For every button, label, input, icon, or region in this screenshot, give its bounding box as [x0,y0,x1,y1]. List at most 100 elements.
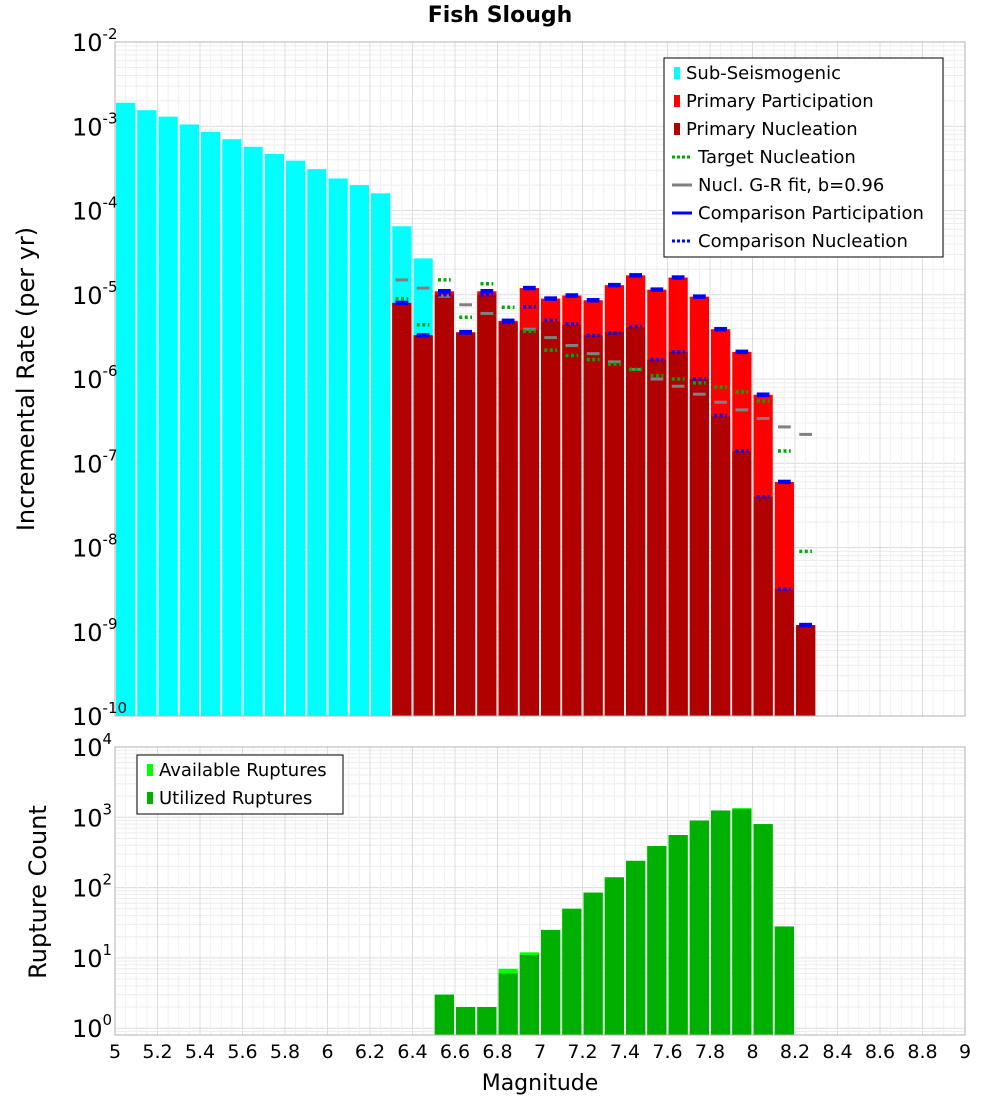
bar-sub-seismogenic [307,169,327,716]
bar-primary-nucleation [456,333,476,716]
bar-sub-seismogenic [179,124,199,717]
bottom-y-tick-exp: 3 [103,800,113,818]
x-tick-label: 7.4 [610,1041,640,1063]
legend-label-comparison-participation: Comparison Participation [698,203,924,224]
bar-utilized-ruptures [562,908,582,1035]
bar-utilized-ruptures [583,892,603,1035]
bar-sub-seismogenic [116,102,136,716]
top-y-tick-exp: -6 [103,362,118,380]
legend-label-primary-nucleation: Primary Nucleation [686,119,858,140]
legend-swatch-primary-participation [674,95,680,107]
bar-utilized-ruptures [647,846,667,1035]
legend-swatch-primary-nucleation [674,123,680,135]
top-y-tick-exp: -2 [103,25,118,43]
bar-sub-seismogenic [349,185,369,716]
bar-utilized-ruptures [434,994,454,1035]
bar-sub-seismogenic [243,146,263,716]
top-bars [116,102,816,717]
bar-primary-nucleation [732,450,752,716]
legend-label-primary-participation: Primary Participation [686,91,874,112]
x-tick-label: 5.4 [185,1041,215,1063]
x-tick-label: 8.4 [822,1041,852,1063]
x-tick-label: 6 [321,1041,333,1063]
bar-sub-seismogenic [222,139,242,717]
bottom-legend-box [136,754,344,815]
top-lines [395,273,812,628]
bottom-legend: Available Ruptures Utilized Ruptures [136,754,344,815]
x-axis-label: Magnitude [482,1071,599,1096]
bar-primary-nucleation [796,625,816,716]
bar-primary-nucleation [498,322,518,716]
bottom-y-tick-label: 104 [72,730,112,762]
bar-primary-nucleation [541,321,561,716]
top-y-tick-exp: -4 [103,194,118,212]
bar-primary-nucleation [392,302,412,716]
bar-utilized-ruptures [668,834,688,1035]
x-ticks: 5 5.2 5.4 5.6 5.8 6 6.2 6.4 6.6 6.8 7 7.2 7.4 7.6 7.8 8… [109,1041,971,1063]
x-tick-label: 6.8 [482,1041,512,1063]
x-tick-label: 8.8 [907,1041,937,1063]
legend-swatch-available-ruptures [147,764,153,776]
legend-label-sub-seismogenic: Sub-Seismogenic [686,63,841,84]
bottom-y-tick-exp: 0 [103,1011,113,1029]
bar-utilized-ruptures [732,809,752,1035]
top-y-tick-exp: -7 [103,446,118,464]
bar-sub-seismogenic [371,193,391,717]
top-y-tick-label: 10-2 [72,25,118,57]
top-y-axis-label: Incremental Rate (per yr) [12,227,40,531]
x-tick-label: 8 [746,1041,758,1063]
top-y-tick-label: 10-3 [72,109,118,141]
bottom-y-tick-base: 10 [72,734,103,762]
bar-sub-seismogenic [264,153,284,717]
bar-utilized-ruptures [477,1007,497,1035]
top-y-tick-base: 10 [72,366,103,394]
top-y-tick-base: 10 [72,113,103,141]
legend-swatch-sub-seismogenic [674,67,680,79]
top-y-tick-label: 10-7 [72,446,118,478]
top-legend: Sub-Seismogenic Primary Participation Prim… [663,57,944,258]
x-tick-label: 5 [109,1041,121,1063]
bar-utilized-ruptures [456,1007,476,1035]
top-y-tick-label: 10-4 [72,194,118,226]
top-y-tick-label: 10-9 [72,615,118,647]
bottom-plot-frame [114,746,966,1036]
top-y-tick-base: 10 [72,29,103,57]
bar-primary-nucleation [519,330,539,716]
legend-label-available-ruptures: Available Ruptures [159,760,327,781]
top-y-tick-label: 10-5 [72,278,118,310]
top-y-tick-base: 10 [72,282,103,310]
bottom-y-tick-label: 101 [72,941,112,973]
top-plot-frame [114,41,966,717]
bar-utilized-ruptures [774,926,794,1035]
bar-primary-nucleation [753,496,773,716]
x-tick-label: 5.8 [270,1041,300,1063]
bar-utilized-ruptures [626,860,646,1035]
bar-primary-nucleation [626,327,646,716]
bottom-y-tick-base: 10 [72,945,103,973]
top-y-tick-base: 10 [72,703,103,731]
top-y-tick-base: 10 [72,450,103,478]
top-y-tick-exp: -5 [103,278,118,296]
x-tick-label: 7.8 [695,1041,725,1063]
bar-primary-nucleation [477,294,497,716]
x-tick-label: 5.6 [227,1041,257,1063]
x-tick-label: 8.2 [780,1041,810,1063]
legend-swatch-utilized-ruptures [147,792,153,804]
bottom-y-tick-exp: 1 [103,941,113,959]
bar-primary-nucleation [647,359,667,716]
bar-utilized-ruptures [711,810,731,1035]
bar-utilized-ruptures [498,973,518,1035]
bottom-y-tick-label: 103 [72,800,112,832]
top-y-tick-exp: -3 [103,109,118,127]
top-y-tick-base: 10 [72,198,103,226]
bottom-y-tick-exp: 4 [103,730,113,748]
bottom-bars [434,808,794,1035]
bar-primary-nucleation [604,332,624,716]
bottom-y-axis-label: Rupture Count [24,805,52,979]
bar-primary-nucleation [774,589,794,716]
chart-title: Fish Slough [428,3,573,28]
top-y-tick-label: 10-6 [72,362,118,394]
